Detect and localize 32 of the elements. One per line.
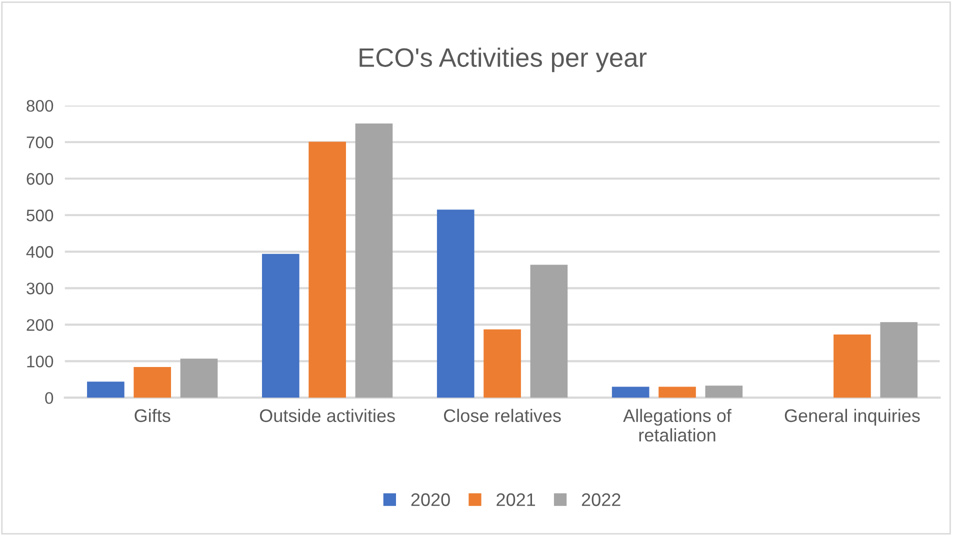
x-tick-label: Gifts xyxy=(134,408,170,422)
bar xyxy=(484,329,521,398)
y-tick-label: 500 xyxy=(26,210,54,222)
y-tick-label: 600 xyxy=(26,173,54,185)
y-tick-label: 0 xyxy=(45,392,54,404)
y-tick-label: 700 xyxy=(26,136,54,148)
bar xyxy=(834,334,871,398)
bar xyxy=(180,358,218,398)
bar xyxy=(705,386,743,398)
y-tick-label: 400 xyxy=(26,246,54,258)
y-tick-label: 300 xyxy=(26,282,54,294)
legend-label: 2020 xyxy=(411,493,450,506)
bar xyxy=(134,367,172,398)
bar xyxy=(880,322,918,398)
x-tick-label: Close relatives xyxy=(444,408,561,422)
bar xyxy=(355,123,393,398)
bar xyxy=(308,142,346,398)
y-tick-label: 800 xyxy=(26,100,54,112)
bar xyxy=(87,382,124,398)
bar xyxy=(436,210,474,398)
chart-title: ECO's Activities per year xyxy=(360,48,647,72)
bar xyxy=(658,386,696,398)
legend-label: 2021 xyxy=(496,493,536,506)
bar xyxy=(612,386,650,398)
bar xyxy=(262,254,300,398)
x-tick-label: General inquiries xyxy=(784,408,920,426)
x-tick-label: Allegations of retaliation xyxy=(623,408,732,442)
x-tick-label: Outside activities xyxy=(260,408,395,422)
y-tick-label: 100 xyxy=(27,356,54,368)
bar xyxy=(530,264,568,398)
y-tick-label: 200 xyxy=(26,319,54,331)
legend-label: 2022 xyxy=(582,493,620,506)
